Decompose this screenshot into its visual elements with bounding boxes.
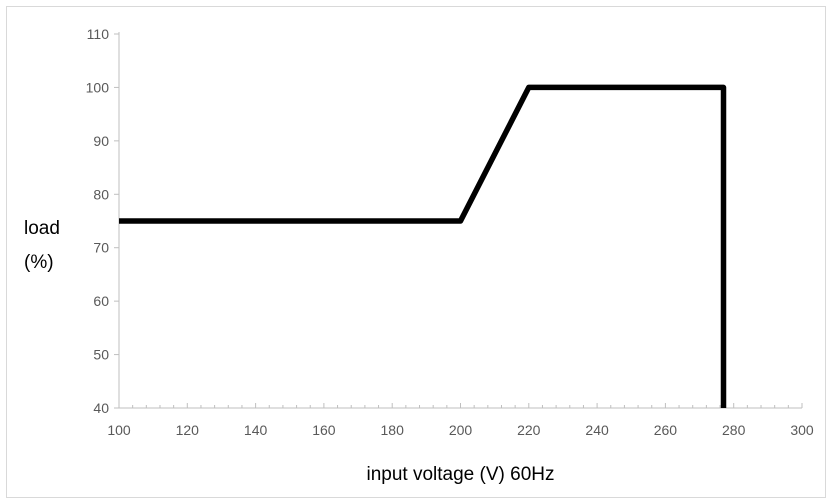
y-tick-label: 70: [93, 240, 109, 256]
y-tick-label: 100: [86, 79, 110, 95]
plot-group: [119, 84, 727, 408]
ticks-group: 40 50 60 70 80 90 100 110 100 120 140 160 180 200 220 2…: [86, 26, 814, 438]
y-axis-title-line2: (%): [24, 252, 54, 273]
y-tick-label: 90: [93, 133, 109, 149]
x-tick-label: 260: [654, 422, 678, 438]
x-tick-label: 160: [312, 422, 336, 438]
series-line-0: [119, 84, 727, 408]
x-tick-label: 220: [517, 422, 541, 438]
x-tick-label: 200: [449, 422, 473, 438]
y-tick-label: 40: [93, 400, 109, 416]
x-axis-title: input voltage (V) 60Hz: [367, 464, 555, 485]
x-tick-label: 140: [244, 422, 268, 438]
y-tick-label: 110: [87, 26, 110, 42]
y-axis-title-line1: load: [24, 218, 60, 239]
y-tick-label: 50: [93, 347, 109, 363]
x-tick-label: 120: [176, 422, 200, 438]
x-tick-label: 100: [107, 422, 131, 438]
x-tick-label: 240: [585, 422, 609, 438]
x-tick-label: 280: [722, 422, 746, 438]
x-tick-label: 180: [381, 422, 405, 438]
y-tick-label: 80: [93, 186, 109, 202]
x-tick-label: 300: [790, 422, 814, 438]
y-tick-label: 60: [93, 293, 109, 309]
